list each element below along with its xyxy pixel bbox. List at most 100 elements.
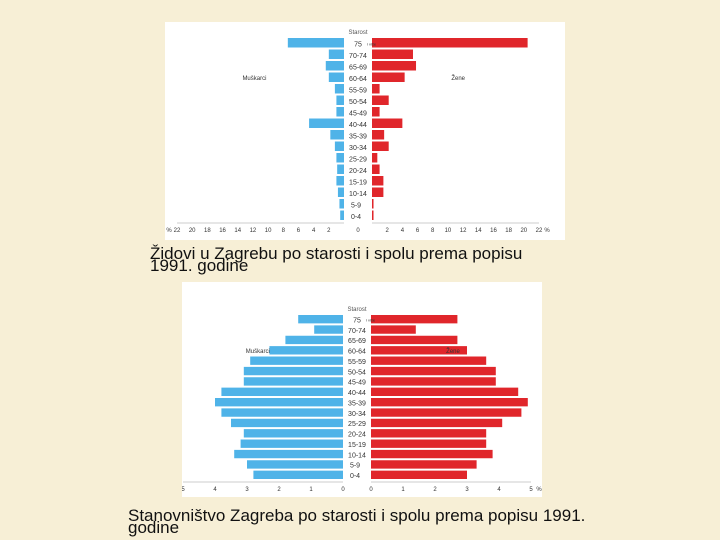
tick-label-9: 3 — [465, 487, 469, 493]
tick-label-9: 4 — [312, 228, 316, 234]
age-label-12: 15-19 — [349, 180, 367, 187]
tick-label-2: 18 — [204, 228, 211, 234]
pyramid-chart-total: Starost 75 70-74 65-69 60-64 55-59 50-54 45-49 4… — [172, 307, 542, 493]
age-label-9: 30-34 — [349, 145, 367, 152]
age-label-6: 45-49 — [349, 111, 367, 118]
pyramid-panel-jews: Starost 75 70-74 65-69 60-64 55-59 50-54 45-49 4… — [165, 22, 565, 240]
age-label-5: 50-54 — [348, 369, 366, 376]
tick-label-3: 2 — [277, 487, 281, 493]
age-header: Starost — [348, 30, 367, 36]
age-label-13: 10-14 — [348, 452, 366, 459]
tick-label-10: 2 — [327, 228, 331, 234]
tick-label-18: 14 — [475, 228, 482, 234]
age-label-1: 70-74 — [349, 53, 367, 60]
bar-female-2 — [371, 335, 458, 345]
bar-male-15 — [253, 470, 343, 479]
bar-male-0 — [287, 38, 344, 48]
tick-label-7: 8 — [282, 228, 286, 234]
bar-male-8 — [330, 130, 344, 140]
age-label-11: 20-24 — [348, 432, 366, 439]
bar-female-12 — [371, 439, 487, 448]
tick-label-0: 22 — [174, 228, 181, 234]
age-label-1: 70-74 — [348, 328, 366, 335]
bar-female-8 — [372, 130, 385, 140]
bar-female-2 — [372, 61, 417, 71]
bar-male-5 — [336, 95, 344, 105]
age-label-suffix: i više — [366, 317, 376, 322]
tick-label-10: 4 — [497, 487, 501, 493]
age-label-9: 30-34 — [348, 411, 366, 418]
age-label-0: 75 — [353, 317, 361, 324]
bar-female-11 — [372, 164, 380, 174]
tick-label-1: 20 — [189, 228, 196, 234]
age-label-2: 65-69 — [348, 338, 366, 345]
tick-label-7: 1 — [401, 487, 405, 493]
age-label-15: 0-4 — [351, 214, 361, 221]
bar-male-8 — [215, 398, 343, 407]
age-label-11: 20-24 — [349, 168, 367, 175]
tick-label-0: 5 — [182, 487, 185, 493]
age-label-0: 75 — [354, 42, 362, 49]
axis-unit-right: % — [544, 228, 550, 234]
bar-male-5 — [243, 366, 343, 376]
bar-male-12 — [240, 439, 343, 448]
age-label-5: 50-54 — [349, 99, 367, 106]
age-label-14: 5-9 — [351, 203, 361, 210]
bar-male-1 — [328, 49, 344, 59]
chart-caption-total-line2: godine — [128, 518, 180, 537]
tick-label-4: 14 — [234, 228, 241, 234]
bar-female-3 — [371, 346, 467, 355]
tick-label-11: 0 — [356, 228, 360, 234]
bar-female-10 — [371, 418, 503, 428]
bar-male-15 — [340, 210, 344, 220]
tick-label-8: 2 — [433, 487, 437, 493]
pyramid-chart-jews: Starost 75 70-74 65-69 60-64 55-59 50-54 45-49 4… — [166, 30, 550, 234]
bar-female-1 — [371, 325, 416, 334]
age-label-8: 35-39 — [349, 134, 367, 141]
bar-male-13 — [337, 187, 344, 197]
pyramid-panel-total: Starost 75 70-74 65-69 60-64 55-59 50-54 45-49 4… — [172, 282, 542, 497]
bar-female-7 — [372, 118, 403, 128]
age-label-suffix: i više — [367, 42, 377, 47]
age-label-14: 5-9 — [350, 463, 360, 470]
age-label-3: 60-64 — [349, 76, 367, 83]
bar-male-3 — [328, 72, 344, 82]
chart-caption-total-line1: Stanovništvo Zagreba po starosti i spolu… — [128, 506, 586, 525]
bar-male-11 — [337, 164, 344, 174]
bar-female-6 — [372, 107, 380, 117]
tick-label-6: 0 — [369, 487, 373, 493]
bar-male-10 — [336, 153, 344, 163]
tick-label-13: 4 — [401, 228, 405, 234]
bar-female-4 — [372, 84, 380, 94]
bar-male-7 — [221, 387, 343, 396]
chart-caption-jews-line1: Židovi u Zagrebu po starosti i spolu pre… — [150, 244, 523, 263]
bar-male-2 — [285, 335, 343, 345]
bar-female-9 — [372, 141, 389, 151]
bar-male-7 — [309, 118, 344, 128]
bar-male-9 — [334, 141, 344, 151]
age-label-8: 35-39 — [348, 400, 366, 407]
bar-female-9 — [371, 408, 522, 417]
tick-label-3: 16 — [219, 228, 226, 234]
age-label-15: 0-4 — [350, 473, 360, 480]
bar-male-9 — [221, 408, 343, 417]
bar-male-10 — [231, 418, 343, 428]
tick-label-17: 12 — [460, 228, 467, 234]
bar-female-12 — [372, 176, 384, 186]
bar-female-13 — [372, 187, 384, 197]
bar-male-3 — [269, 346, 343, 355]
tick-label-1: 4 — [213, 487, 217, 493]
tick-label-2: 3 — [245, 487, 249, 493]
age-label-10: 25-29 — [349, 157, 367, 164]
bar-female-1 — [372, 49, 413, 59]
bar-male-11 — [243, 429, 343, 438]
bar-female-14 — [371, 460, 477, 469]
bar-male-1 — [314, 325, 343, 334]
tick-label-14: 6 — [416, 228, 420, 234]
legend-female: Žene — [446, 347, 460, 355]
bar-female-4 — [371, 356, 487, 365]
bar-male-0 — [298, 315, 343, 324]
bar-male-12 — [336, 176, 344, 186]
age-label-7: 40-44 — [349, 122, 367, 129]
tick-label-15: 8 — [431, 228, 435, 234]
